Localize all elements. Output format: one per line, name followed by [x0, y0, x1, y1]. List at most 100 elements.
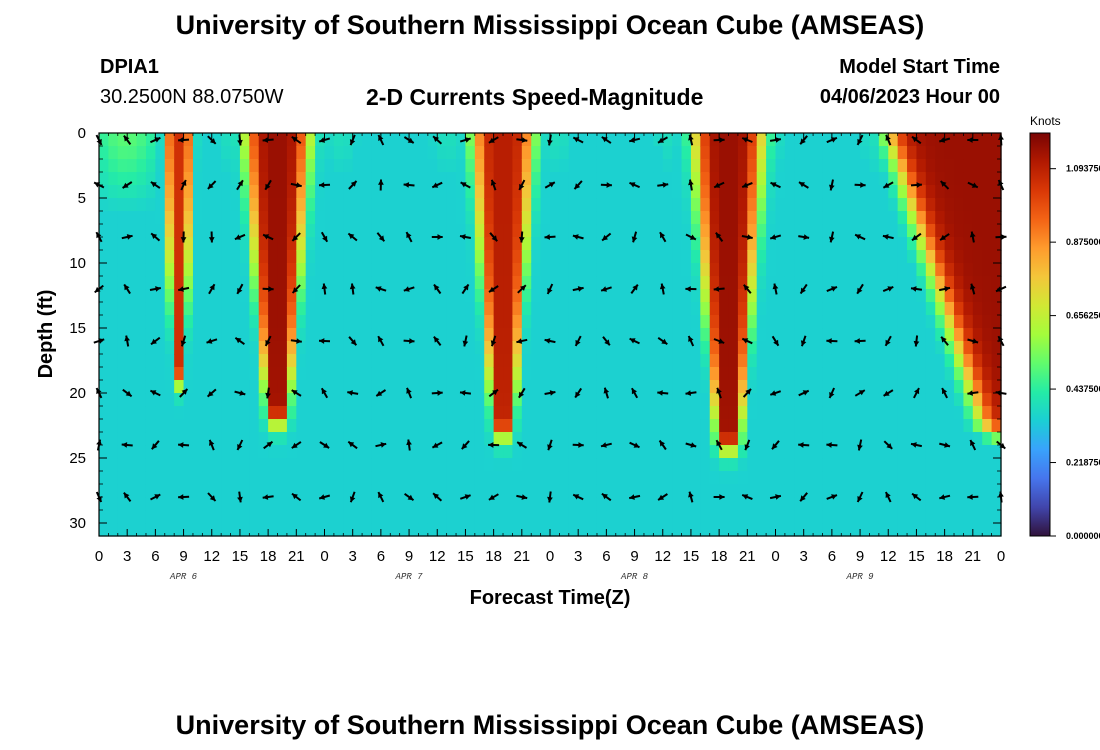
heatmap-cell [249, 471, 260, 485]
heatmap-cell [907, 315, 918, 329]
current-vector [741, 493, 753, 501]
heatmap-cell [794, 484, 805, 498]
heatmap-cell [493, 471, 504, 485]
heatmap-cell [145, 250, 156, 264]
heatmap-cell [343, 458, 354, 472]
heatmap-cell [399, 328, 410, 342]
x-tick-label: 9 [630, 548, 638, 565]
heatmap-cell [897, 146, 908, 160]
heatmap-cell [512, 185, 523, 199]
heatmap-cell [888, 185, 899, 199]
heatmap-cell [211, 497, 222, 511]
heatmap-cell [333, 198, 344, 212]
heatmap-cell [596, 250, 607, 264]
heatmap-cell [587, 380, 598, 394]
heatmap-cell [888, 237, 899, 251]
heatmap-cell [474, 263, 485, 277]
heatmap-cell [127, 172, 138, 186]
heatmap-cell [324, 289, 335, 303]
current-vector [544, 390, 556, 396]
heatmap-cell [672, 484, 683, 498]
heatmap-cell [305, 250, 316, 264]
heatmap-cell [841, 159, 852, 173]
heatmap-cell [145, 237, 156, 251]
heatmap-cell [700, 328, 711, 342]
heatmap-cell [747, 393, 758, 407]
heatmap-cell [230, 315, 241, 329]
current-vector [291, 492, 302, 502]
heatmap-cell [277, 354, 288, 368]
heatmap-cell [568, 198, 579, 212]
heatmap-cell [860, 419, 871, 433]
heatmap-cell [484, 224, 495, 238]
heatmap-cell [202, 276, 213, 290]
heatmap-cell [399, 380, 410, 394]
heatmap-cell [954, 341, 965, 355]
heatmap-cell [907, 367, 918, 381]
heatmap-cell [916, 354, 927, 368]
heatmap-cell [606, 133, 617, 147]
heatmap-cell [503, 315, 514, 329]
heatmap-cell [202, 380, 213, 394]
heatmap-cell [709, 432, 720, 446]
heatmap-cell [399, 211, 410, 225]
heatmap-cell [540, 185, 551, 199]
heatmap-cell [944, 185, 955, 199]
heatmap-cell [380, 250, 391, 264]
heatmap-cell [653, 406, 664, 420]
heatmap-cell [117, 341, 128, 355]
heatmap-cell [944, 172, 955, 186]
heatmap-cell [286, 263, 297, 277]
heatmap-cell [643, 445, 654, 459]
heatmap-cell [709, 419, 720, 433]
heatmap-cell [324, 302, 335, 316]
heatmap-cell [145, 354, 156, 368]
heatmap-cell [409, 185, 420, 199]
heatmap-cell [822, 497, 833, 511]
heatmap-cell [258, 354, 269, 368]
heatmap-cell [888, 146, 899, 160]
heatmap-cell [362, 328, 373, 342]
heatmap-cell [258, 484, 269, 498]
heatmap-cell [456, 276, 467, 290]
heatmap-cell [286, 497, 297, 511]
current-vector [630, 284, 639, 294]
heatmap-cell [239, 172, 250, 186]
heatmap-cell [756, 380, 767, 394]
heatmap-cell [333, 185, 344, 199]
heatmap-cell [916, 302, 927, 316]
heatmap-cell [512, 458, 523, 472]
heatmap-cell [211, 250, 222, 264]
current-vector [939, 442, 951, 448]
heatmap-cell [587, 250, 598, 264]
heatmap-cell [456, 510, 467, 524]
heatmap-cell [672, 263, 683, 277]
heatmap-cell [615, 237, 626, 251]
heatmap-cell [136, 458, 147, 472]
heatmap-cell [813, 523, 824, 537]
heatmap-cell [127, 484, 138, 498]
heatmap-cell [897, 133, 908, 147]
heatmap-cell [127, 263, 138, 277]
heatmap-cell [944, 419, 955, 433]
x-axis-label: Forecast Time(Z) [470, 587, 631, 609]
heatmap-cell [681, 328, 692, 342]
heatmap-cell [831, 133, 842, 147]
heatmap-cell [747, 263, 758, 277]
heatmap-cell [878, 315, 889, 329]
heatmap-cell [277, 276, 288, 290]
heatmap-cell [456, 380, 467, 394]
heatmap-cell [521, 315, 532, 329]
current-vector [377, 335, 385, 347]
heatmap-cell [155, 211, 166, 225]
heatmap-cell [409, 341, 420, 355]
heatmap-cell [869, 458, 880, 472]
heatmap-cell [164, 237, 175, 251]
heatmap-cell [277, 523, 288, 537]
heatmap-cell [503, 367, 514, 381]
heatmap-cell [230, 250, 241, 264]
heatmap-cell [324, 237, 335, 251]
heatmap-cell [662, 133, 673, 147]
heatmap-cell [352, 367, 363, 381]
heatmap-cell [540, 406, 551, 420]
